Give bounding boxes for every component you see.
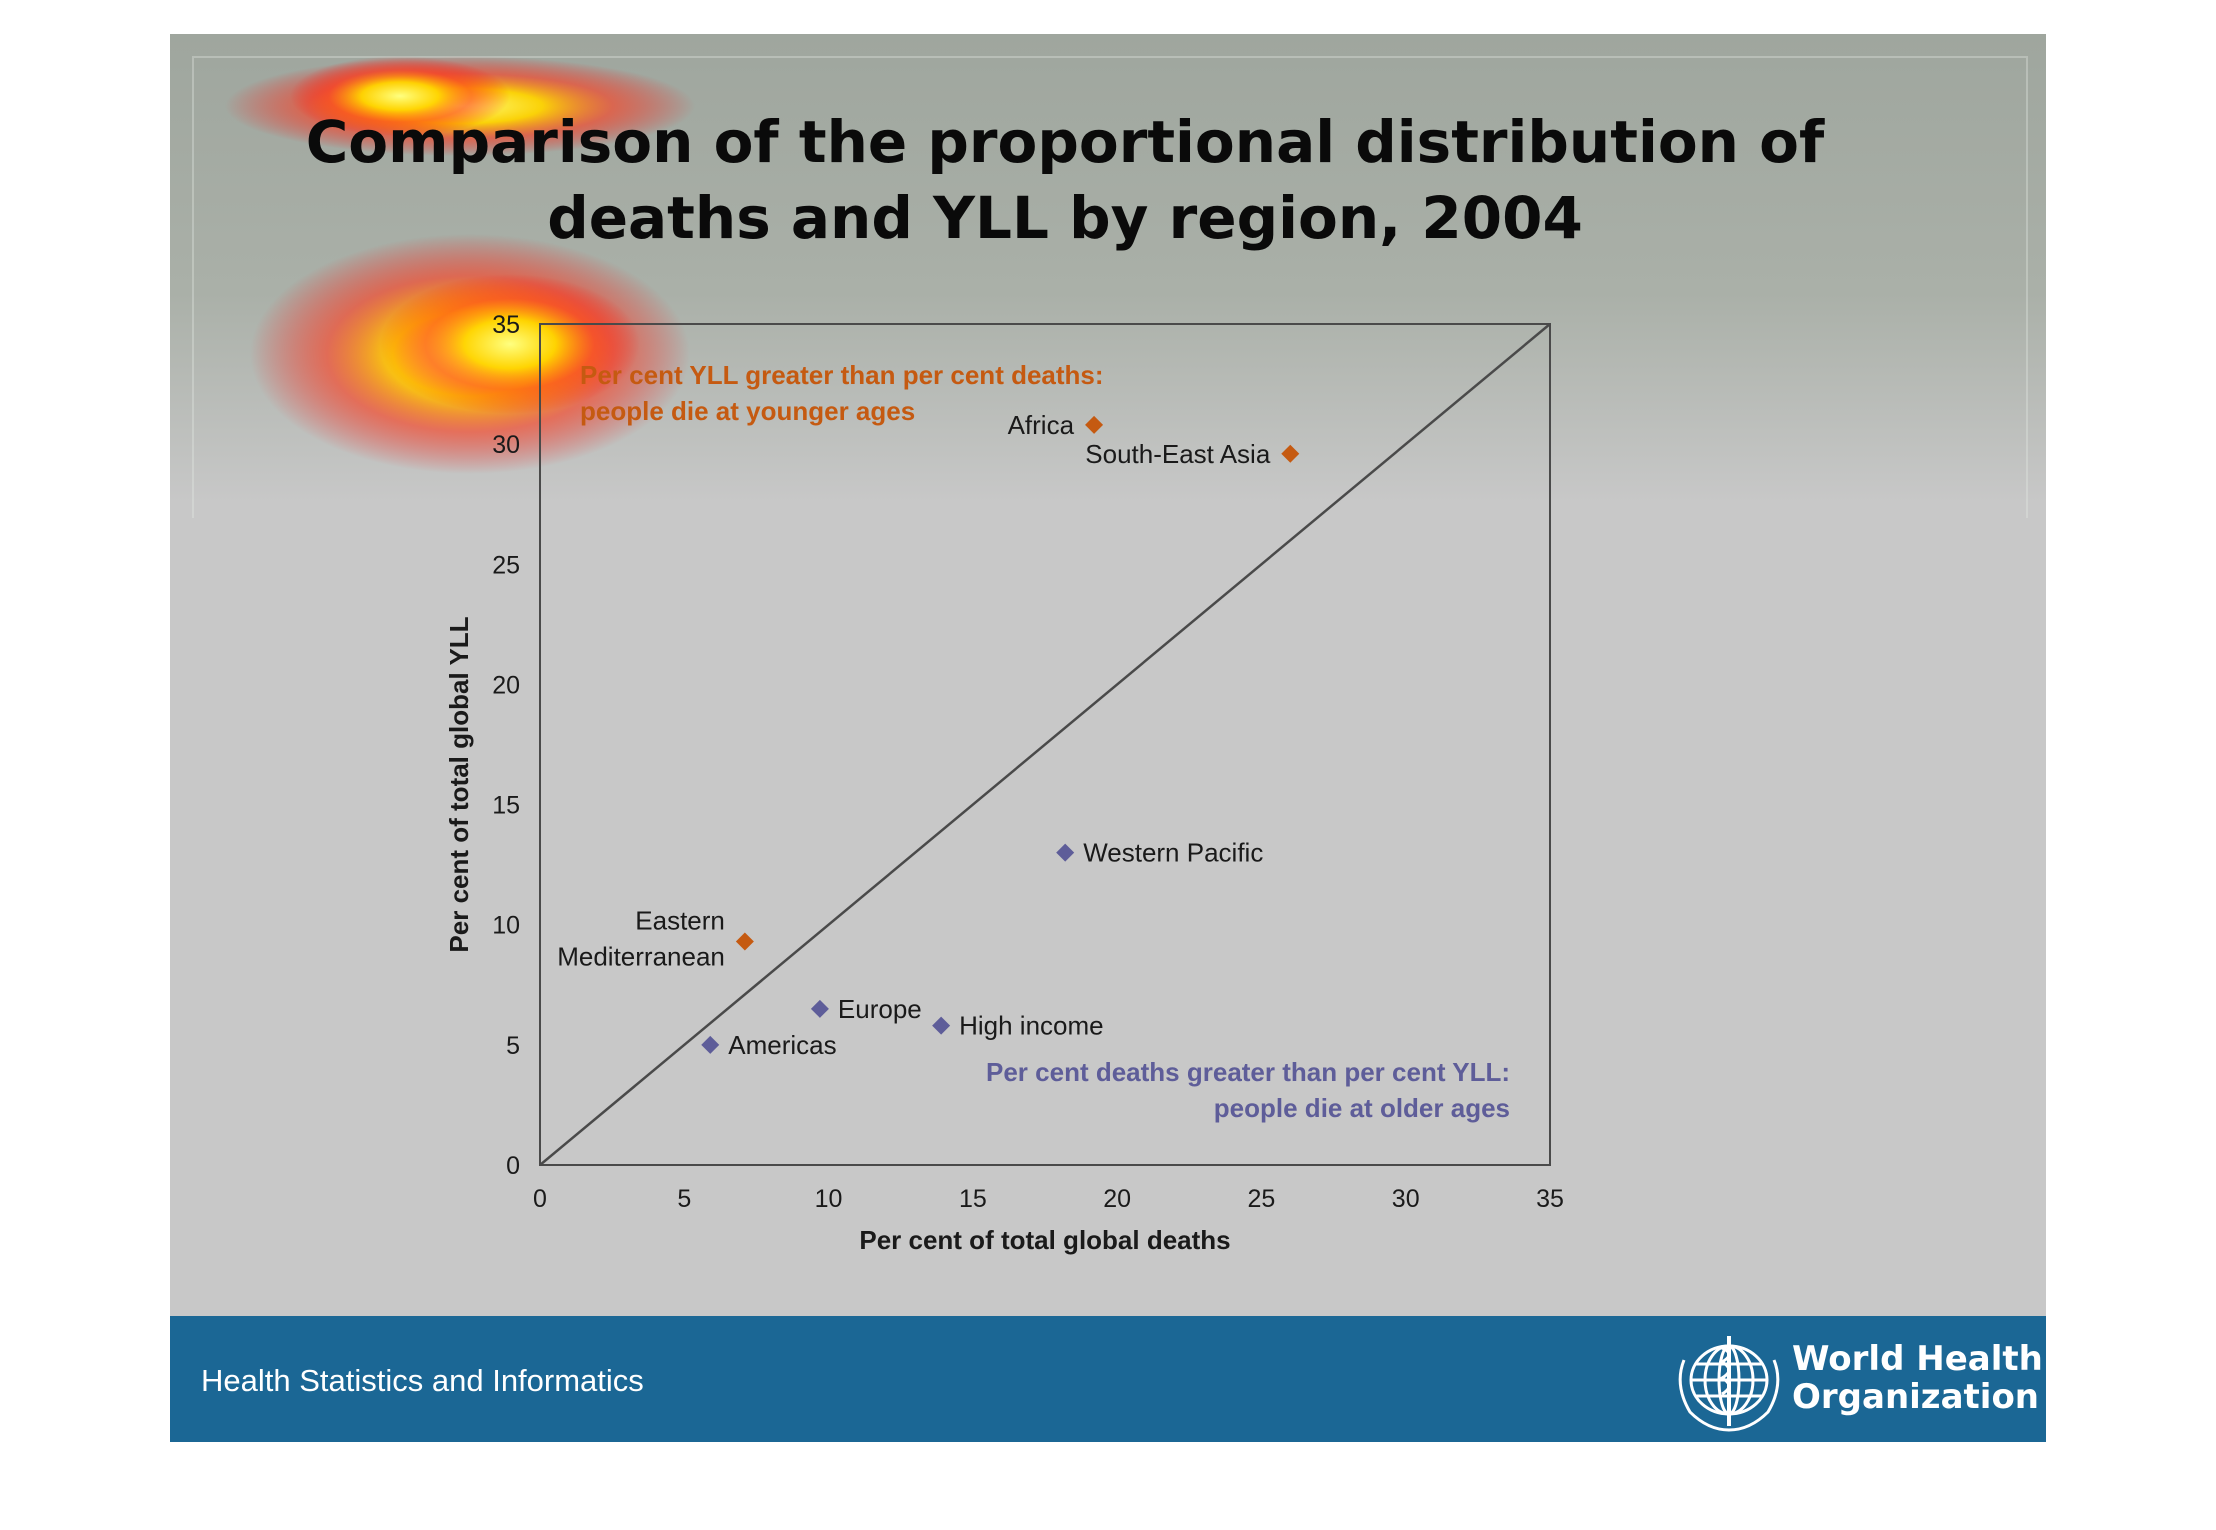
x-tick-label: 20 bbox=[1103, 1185, 1131, 1213]
data-point bbox=[1056, 843, 1075, 862]
org-name-line-2: Organization bbox=[1792, 1377, 2040, 1417]
data-point bbox=[1281, 444, 1300, 463]
slide-title: Comparison of the proportional distribut… bbox=[170, 104, 1960, 256]
plot-frame bbox=[539, 323, 1551, 1166]
data-point-label: Americas bbox=[728, 1030, 836, 1060]
annotation-deaths-greater-line-2: people die at older ages bbox=[1214, 1093, 1510, 1123]
x-tick-label: 10 bbox=[815, 1185, 843, 1213]
footer-bar: Health Statistics and Informatics World … bbox=[170, 1316, 2046, 1442]
y-tick-label: 35 bbox=[492, 311, 520, 339]
data-point bbox=[1085, 415, 1104, 434]
y-tick-label: 5 bbox=[506, 1032, 520, 1060]
annotation-yll-greater-line-2: people die at younger ages bbox=[580, 396, 915, 426]
title-line-2: deaths and YLL by region, 2004 bbox=[547, 184, 1583, 252]
y-tick-label: 20 bbox=[492, 671, 520, 699]
x-tick-label: 30 bbox=[1392, 1185, 1420, 1213]
footer-text: Health Statistics and Informatics bbox=[201, 1363, 644, 1398]
org-name-line-1: World Health bbox=[1792, 1339, 2043, 1379]
reference-line-y-equals-x bbox=[539, 323, 1551, 1166]
who-logo-emblem bbox=[1678, 1336, 1780, 1432]
title-line-1: Comparison of the proportional distribut… bbox=[305, 108, 1825, 176]
y-tick-label: 30 bbox=[492, 431, 520, 459]
scatter-chart: 0 5 10 15 20 25 30 35 0 5 10 15 20 25 30 35 Per cent of … bbox=[444, 311, 1564, 1255]
data-point bbox=[932, 1016, 951, 1035]
data-point-label: Eastern bbox=[635, 906, 725, 936]
y-tick-label: 0 bbox=[506, 1152, 520, 1180]
annotation-yll-greater-line-1: Per cent YLL greater than per cent death… bbox=[580, 360, 1104, 390]
data-point-label: High income bbox=[959, 1011, 1104, 1041]
x-tick-label: 5 bbox=[677, 1185, 691, 1213]
y-tick-label: 10 bbox=[492, 912, 520, 940]
data-point bbox=[810, 999, 829, 1018]
data-point bbox=[735, 932, 754, 951]
x-tick-label: 35 bbox=[1536, 1185, 1564, 1213]
banner-frame bbox=[192, 56, 2028, 518]
organization-name: World Health Organization bbox=[1792, 1340, 2043, 1416]
slide: Comparison of the proportional distribut… bbox=[170, 34, 2046, 1442]
data-point-label: Europe bbox=[838, 994, 922, 1024]
y-tick-label: 25 bbox=[492, 551, 520, 579]
data-point-label: South-East Asia bbox=[1085, 439, 1271, 469]
y-tick-label: 15 bbox=[492, 792, 520, 820]
x-axis-label: Per cent of total global deaths bbox=[859, 1225, 1230, 1255]
y-axis-label: Per cent of total global YLL bbox=[444, 616, 474, 952]
x-tick-label: 25 bbox=[1248, 1185, 1276, 1213]
data-point-label: Mediterranean bbox=[557, 942, 725, 972]
data-point bbox=[701, 1035, 720, 1054]
data-point-label: Western Pacific bbox=[1083, 838, 1263, 868]
x-tick-label: 15 bbox=[959, 1185, 987, 1213]
data-point-label: Africa bbox=[1008, 410, 1075, 440]
annotation-deaths-greater-line-1: Per cent deaths greater than per cent YL… bbox=[986, 1057, 1510, 1087]
x-tick-label: 0 bbox=[533, 1185, 547, 1213]
